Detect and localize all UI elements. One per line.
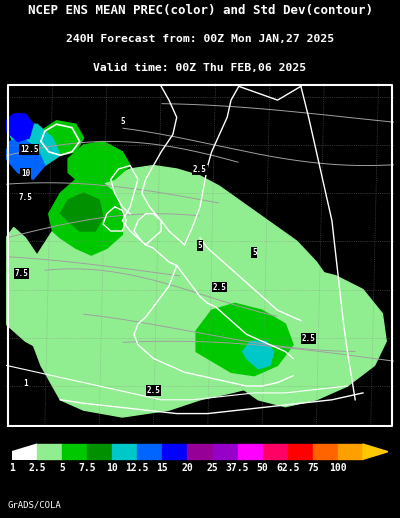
Text: 7.5: 7.5: [78, 463, 96, 473]
Bar: [62, 444, 87, 459]
Polygon shape: [68, 141, 130, 186]
Bar: [162, 444, 188, 459]
Text: 1: 1: [23, 379, 28, 388]
Bar: [137, 444, 162, 459]
Text: 12.5: 12.5: [20, 145, 38, 154]
Text: 2.5: 2.5: [28, 463, 46, 473]
Bar: [263, 444, 288, 459]
Text: 5: 5: [59, 463, 65, 473]
Polygon shape: [41, 121, 84, 155]
Bar: [288, 444, 313, 459]
Text: Valid time: 00Z Thu FEB,06 2025: Valid time: 00Z Thu FEB,06 2025: [94, 63, 306, 73]
Bar: [338, 444, 363, 459]
Polygon shape: [26, 166, 344, 417]
Text: 20: 20: [182, 463, 193, 473]
Text: 15: 15: [156, 463, 168, 473]
Polygon shape: [6, 114, 33, 141]
Polygon shape: [10, 124, 60, 166]
Polygon shape: [196, 304, 293, 376]
Polygon shape: [243, 341, 274, 369]
Polygon shape: [12, 444, 37, 459]
Polygon shape: [49, 179, 122, 255]
Polygon shape: [363, 444, 388, 459]
Bar: [112, 444, 137, 459]
Text: 50: 50: [257, 463, 268, 473]
Text: 5: 5: [120, 117, 125, 126]
Text: GrADS/COLA: GrADS/COLA: [8, 501, 62, 510]
Bar: [238, 444, 263, 459]
Polygon shape: [6, 138, 45, 179]
Text: 2.5: 2.5: [146, 386, 160, 395]
Text: 1: 1: [9, 463, 15, 473]
Text: 100: 100: [329, 463, 347, 473]
Text: 25: 25: [207, 463, 218, 473]
Bar: [37, 444, 62, 459]
Text: NCEP ENS MEAN PREC(color) and Std Dev(contour): NCEP ENS MEAN PREC(color) and Std Dev(co…: [28, 4, 372, 17]
Text: 7.5: 7.5: [18, 193, 32, 202]
Text: 5: 5: [198, 241, 202, 250]
Bar: [188, 444, 212, 459]
Text: 240H Forecast from: 00Z Mon JAN,27 2025: 240H Forecast from: 00Z Mon JAN,27 2025: [66, 34, 334, 44]
Text: 2.5: 2.5: [302, 334, 316, 343]
Text: 2.5: 2.5: [212, 282, 226, 292]
Text: 12.5: 12.5: [126, 463, 149, 473]
Polygon shape: [212, 269, 386, 407]
Text: 37.5: 37.5: [226, 463, 249, 473]
Bar: [87, 444, 112, 459]
Polygon shape: [60, 193, 103, 231]
Text: 10: 10: [21, 169, 30, 178]
Bar: [313, 444, 338, 459]
Text: 62.5: 62.5: [276, 463, 300, 473]
Text: 5: 5: [252, 248, 257, 257]
Text: 2.5: 2.5: [193, 165, 207, 175]
Bar: [212, 444, 238, 459]
Text: 7.5: 7.5: [14, 269, 28, 278]
Text: 10: 10: [106, 463, 118, 473]
Text: 75: 75: [307, 463, 319, 473]
Polygon shape: [6, 227, 52, 352]
